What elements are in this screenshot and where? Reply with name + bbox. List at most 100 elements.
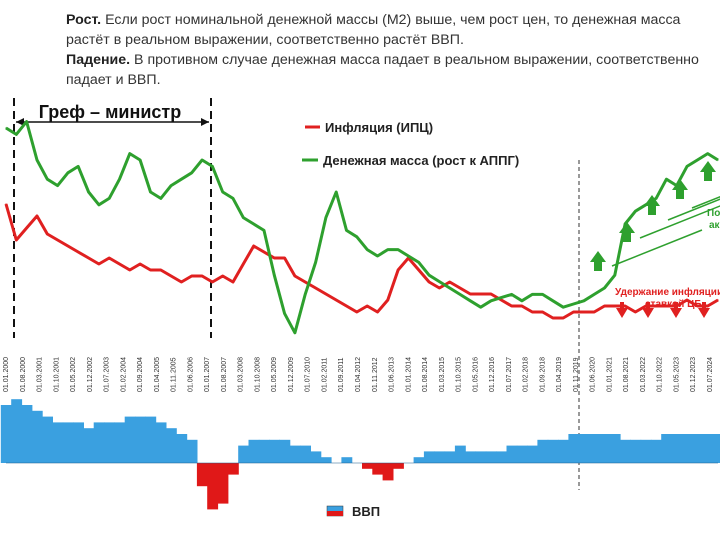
money-series-point [511, 293, 513, 295]
legend-gdp-swatch-neg [327, 511, 343, 516]
gdp-bar [413, 457, 425, 463]
gdp-bar [238, 445, 250, 463]
hold-arrow [616, 302, 628, 318]
money-series-point [108, 197, 110, 199]
gdp-bar [93, 422, 105, 463]
x-tick-label: 01.04.2005 [154, 357, 161, 392]
growth-arrow [644, 195, 660, 215]
gdp-bar [62, 422, 74, 463]
x-tick-label: 01.11.2012 [372, 357, 379, 392]
inflation-series-point [521, 305, 523, 307]
money-series-point [665, 178, 668, 180]
money-series-point [366, 249, 368, 251]
x-tick-label: 01.08.2007 [221, 357, 228, 392]
gdp-bar [589, 434, 600, 463]
gdp-bar [640, 439, 652, 463]
inflation-series-point [418, 269, 420, 271]
gdp-bar [671, 434, 683, 463]
money-series-point [26, 121, 28, 123]
inflation-series-point [459, 287, 461, 289]
x-tick-label: 01.09.2018 [539, 357, 546, 392]
gdp-bar [320, 457, 332, 463]
money-series-point [449, 287, 451, 289]
gdp-bar [155, 422, 167, 463]
gdp-bar [444, 451, 456, 463]
gdp-bar [269, 439, 280, 463]
gdp-bar [475, 451, 487, 463]
gdp-bar [21, 405, 33, 463]
inflation-series-point [26, 227, 28, 229]
x-tick-label: 01.12.2002 [87, 357, 94, 392]
gdp-bar [145, 416, 157, 463]
inflation-series-point [36, 215, 38, 217]
money-series-point [77, 165, 79, 167]
money-series-point [315, 261, 317, 263]
money-series-point [284, 313, 286, 315]
money-series-point [88, 191, 90, 193]
gdp-bar [692, 434, 704, 463]
money-series-point [36, 159, 38, 161]
x-tick-label: 01.01.2021 [606, 357, 613, 392]
inflation-series-point [222, 275, 224, 277]
gdp-bar [279, 439, 291, 463]
growth-text: Если рост номинальной денежной массы (М2… [66, 12, 681, 48]
gdp-bar [702, 434, 714, 463]
x-tick-label: 01.05.2016 [472, 357, 479, 392]
gdp-bar [135, 416, 146, 463]
inflation-series-point [583, 311, 585, 313]
gdp-bar [372, 463, 384, 475]
money-series-point [335, 191, 337, 193]
gdp-bar [609, 434, 621, 463]
gdp-bar [217, 463, 229, 504]
inflation-series-point [139, 263, 141, 265]
inflation-series-point [15, 239, 17, 241]
gdp-bar [496, 451, 507, 463]
inflation-series-point [335, 299, 337, 301]
gdp-bar [485, 451, 497, 463]
gdp-bar [599, 434, 611, 463]
gdp-bar [465, 451, 477, 463]
legend-gdp-label: ВВП [352, 504, 380, 519]
inflation-series-point [294, 275, 296, 277]
money-series-point [160, 197, 162, 199]
money-series-point [562, 306, 564, 308]
x-tick-label: 01.07.2017 [506, 357, 513, 392]
x-tick-label: 01.07.2010 [305, 357, 312, 392]
money-series-point [552, 300, 554, 302]
x-tick-label: 01.03.2008 [238, 357, 245, 392]
money-series-point [356, 236, 358, 238]
inflation-series-point [304, 281, 306, 283]
gdp-bar [620, 439, 631, 463]
x-tick-label: 01.03.2022 [640, 357, 647, 392]
money-series-point [459, 293, 461, 295]
inflation-series-point [325, 293, 327, 295]
inflation-series-point [129, 269, 131, 271]
money-series-point [67, 172, 69, 174]
right-label-top: По [707, 208, 720, 219]
inflation-series-point [686, 299, 688, 301]
gdp-bar [393, 463, 404, 469]
hold-arrow [670, 302, 682, 318]
pointer-line [667, 198, 720, 221]
gdp-bar [114, 422, 126, 463]
x-tick-label: 01.06.2006 [187, 357, 194, 392]
x-tick-label: 01.08.2014 [422, 357, 429, 392]
money-series-point [469, 300, 471, 302]
inflation-series-point [480, 293, 482, 295]
gdp-bar [165, 428, 177, 463]
gdp-bar [300, 445, 311, 463]
money-series-point [253, 223, 255, 225]
money-series-point [15, 133, 17, 135]
money-series-point [438, 281, 440, 283]
inflation-series-point [180, 281, 182, 283]
x-tick-label: 01.07.2003 [104, 357, 111, 392]
gdp-bar [83, 428, 95, 463]
money-series-point [572, 303, 575, 305]
money-series-point [232, 197, 234, 199]
inflation-series-point [449, 281, 451, 283]
right-label-bottom: ак [709, 220, 720, 231]
money-series-point [490, 300, 492, 302]
gdp-bar [341, 457, 353, 463]
fall-text: В противном случае денежная масса падает… [66, 52, 699, 88]
gdp-bar [516, 445, 528, 463]
